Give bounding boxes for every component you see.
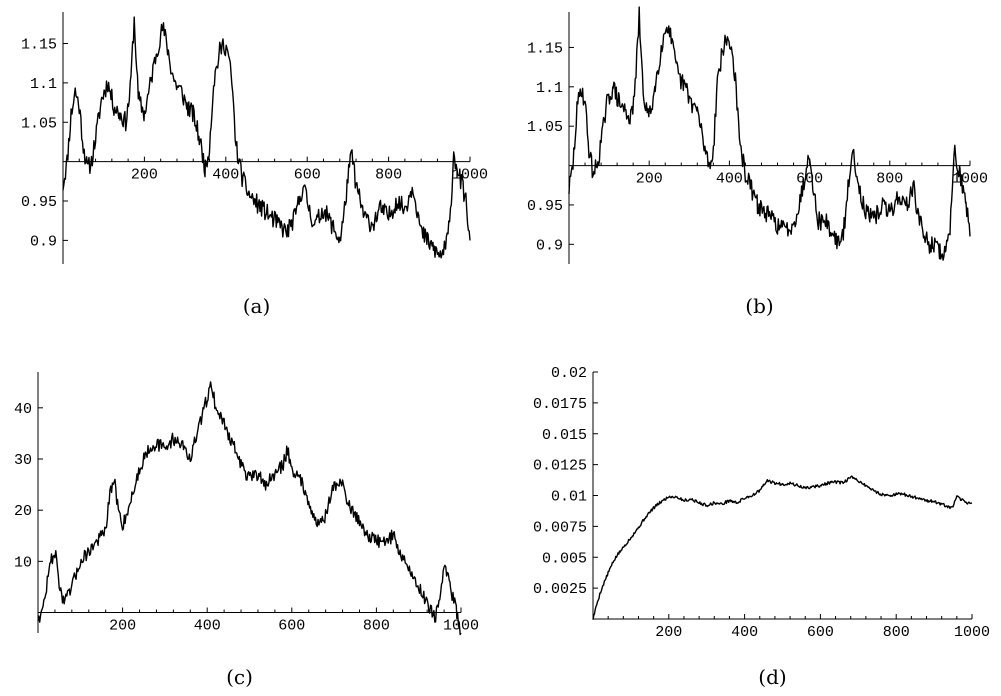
y-tick-label: 1.1 [30,76,57,93]
x-tick-label: 200 [131,167,158,184]
x-tick-label: 1000 [954,624,990,641]
series-line [568,6,971,261]
y-tick-label: 0.0075 [533,519,587,536]
x-tick-label: 600 [278,618,305,635]
y-tick-label: 0.015 [542,427,587,444]
panel-caption: (c) [226,665,253,689]
y-tick-label: 0.95 [21,194,57,211]
y-tick-label: 0.9 [536,237,563,254]
x-tick-label: 200 [636,171,663,188]
series-line [37,381,462,636]
y-tick-label: 0.005 [542,550,587,567]
x-tick-label: 800 [375,167,402,184]
y-tick-label: 0.0025 [533,581,587,598]
x-tick-label: 1000 [443,618,479,635]
x-tick-label: 400 [731,624,758,641]
panel-c: 200 400 600 800 1000 10 20 30 40 (c) [14,372,479,689]
x-tick-label: 600 [294,167,321,184]
x-tick-label: 400 [212,167,239,184]
y-tick-label: 40 [14,401,32,418]
x-tick-label: 800 [876,171,903,188]
x-tick-label: 800 [363,618,390,635]
y-tick-label: 0.01 [551,489,587,506]
x-tick-label: 600 [796,171,823,188]
y-tick-label: 0.0125 [533,458,587,475]
x-tick-label: 200 [655,624,682,641]
panel-b: 200 400 600 800 1000 0.9 0.95 1.05 1.1 1.15 (b) [527,6,988,318]
panel-caption: (a) [243,294,271,318]
x-tick-label: 1000 [952,171,988,188]
y-tick-label: 1.05 [527,119,563,136]
y-tick-label: 0.9 [30,233,57,250]
y-tick-label: 20 [14,503,32,520]
x-tick-label: 600 [807,624,834,641]
x-tick-label: 200 [109,618,136,635]
x-tick-label: 400 [716,171,743,188]
y-tick-label: 1.15 [527,40,563,57]
y-tick-label: 1.1 [536,80,563,97]
y-tick-label: 30 [14,452,32,469]
y-tick-label: 1.15 [21,37,57,54]
y-tick-label: 10 [14,554,32,571]
x-tick-label: 800 [883,624,910,641]
y-tick-label: 1.05 [21,115,57,132]
y-tick-label: 0.02 [551,365,587,382]
panel-d: 200 400 600 800 1000 0.0025 0.005 0.0075 0.01 0.0… [533,365,990,689]
y-tick-label: 0.0175 [533,396,587,413]
x-tick-label: 400 [194,618,221,635]
y-tick-label: 0.95 [527,198,563,215]
panel-caption: (d) [758,665,786,689]
series-line [592,475,973,620]
series-line [62,16,471,259]
panel-caption: (b) [745,294,773,318]
